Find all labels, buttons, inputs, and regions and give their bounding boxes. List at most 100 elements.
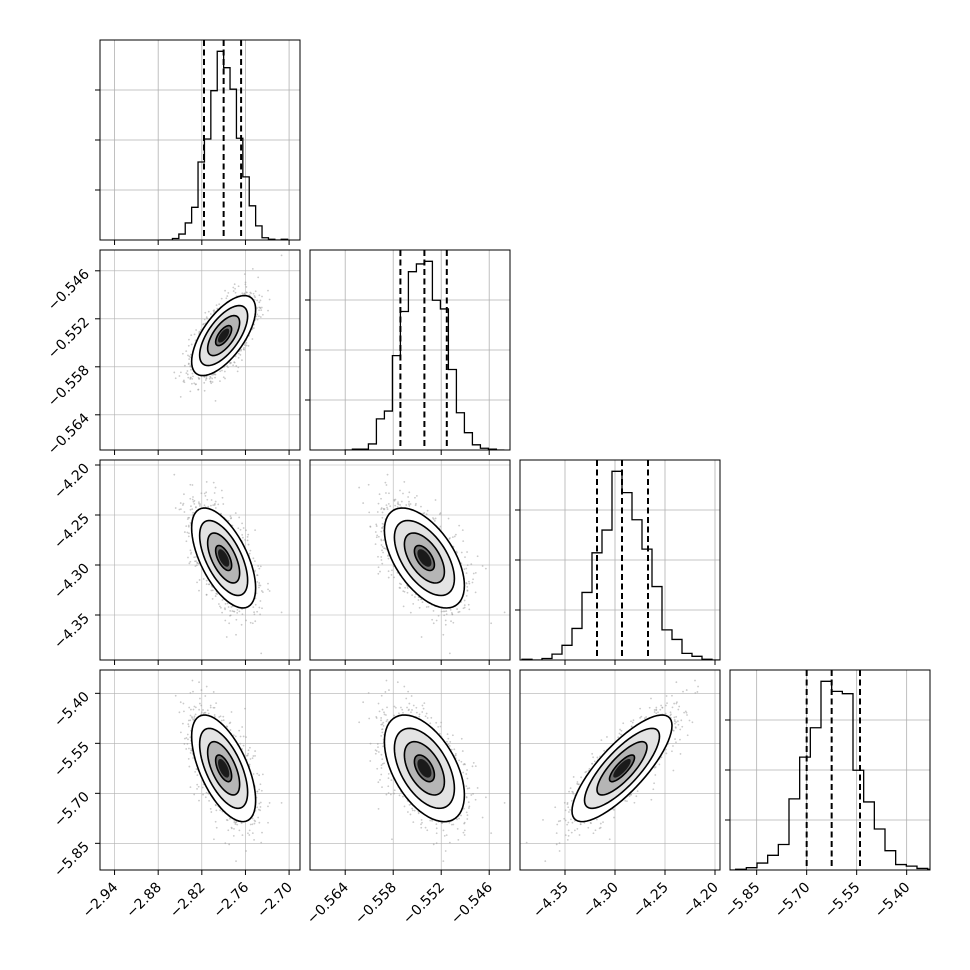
sample-point [375,523,378,526]
sample-point [192,375,194,378]
sample-point [466,586,469,588]
hist-panel-2 [515,460,720,660]
sample-point [209,380,212,383]
sample-point [189,483,192,486]
sample-point [187,376,190,379]
sample-point [398,586,401,589]
sample-point [381,562,384,565]
sample-point [247,543,250,546]
sample-point [174,377,177,380]
sample-point [472,578,474,581]
sample-point [187,556,189,559]
sample-point [432,610,435,612]
sample-point [239,528,242,531]
sample-point [462,607,465,610]
sample-point [190,376,192,379]
sample-point [456,608,458,610]
sample-point [192,511,194,514]
sample-point [189,356,192,359]
sample-point [236,609,239,611]
hist-panel-3-frame [729,669,931,871]
sample-point [187,363,190,365]
sample-point [427,605,430,608]
sample-point [258,582,261,584]
sample-point [406,591,409,594]
sample-point [258,315,260,318]
sample-point [237,356,240,359]
sample-point [205,316,208,319]
sample-point [468,608,471,611]
panel-content [100,670,300,870]
sample-point [227,519,230,522]
sample-point [449,609,452,611]
sample-point [230,517,233,519]
contour-line [383,507,466,609]
sample-point [198,708,201,711]
sample-point [465,572,468,575]
contour-line [198,304,249,367]
sample-point [238,729,241,732]
sample-point [214,502,216,505]
sample-point [463,604,466,607]
sample-point [241,522,243,525]
sample-point [207,505,210,508]
sample-point [186,370,189,372]
sample-point [385,484,388,486]
sample-point [251,757,254,760]
sample-point [188,562,191,565]
sample-point [458,524,461,527]
sample-point [252,606,255,609]
contour-line [214,324,233,347]
sample-point [380,530,383,533]
sample-point [384,481,387,484]
sample-point [192,496,194,498]
sample-point [247,344,250,347]
sample-point [214,595,217,597]
sample-point [434,499,437,501]
sample-point [472,572,475,575]
scatter-panel-2-1 [310,460,510,660]
sample-point [205,583,208,586]
sample-point [209,376,212,379]
sample-point [386,506,388,509]
sample-point [240,348,243,351]
sample-point [256,806,259,809]
sample-point [190,334,193,337]
sample-point [260,306,263,309]
sample-point [259,306,262,309]
sample-point [254,560,256,562]
sample-point [221,496,224,499]
sample-point [220,297,223,300]
sample-point [244,538,246,541]
sample-point [245,529,247,532]
sample-point [215,304,218,307]
sample-point [188,338,190,341]
sample-point [178,375,181,377]
sample-point [227,606,230,608]
sample-point [197,562,200,565]
sample-point [223,607,226,610]
contour-line [206,532,241,584]
sample-point [381,516,384,519]
sample-point [173,473,176,476]
sample-point [267,582,269,585]
sample-point [369,525,372,528]
sample-point [186,742,189,745]
sample-point [462,540,465,543]
sample-point [414,504,417,507]
sample-point [244,281,247,284]
sample-point [245,341,248,344]
sample-point [219,605,221,608]
sample-point [219,809,222,812]
sample-point [257,565,260,567]
sample-point [198,331,201,334]
sample-point [225,297,228,300]
sample-point [466,564,469,567]
sample-point [224,603,227,605]
sample-point [219,715,222,718]
sample-point [409,611,412,614]
sample-point [244,283,247,286]
sample-point [203,318,206,321]
sample-point [467,603,470,606]
sample-point [189,736,192,739]
